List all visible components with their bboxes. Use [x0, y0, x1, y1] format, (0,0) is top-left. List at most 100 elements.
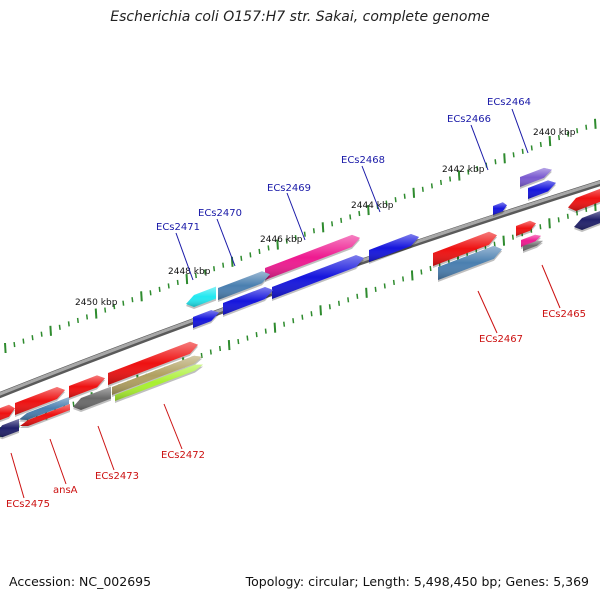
scale-tick: [31, 335, 34, 341]
scale-tick: [503, 153, 506, 164]
scale-tick: [530, 145, 533, 151]
gene-arrow: [520, 167, 552, 189]
scale-tick: [72, 401, 75, 407]
scale-tick: [539, 141, 542, 148]
leader-line: [511, 108, 529, 154]
gene-arrow: [218, 271, 270, 302]
scale-tick: [358, 210, 361, 217]
scale-label: 2448 kbp: [168, 267, 211, 277]
scale-tick: [104, 307, 107, 313]
scale-tick: [94, 308, 98, 319]
scale-tick: [567, 131, 570, 137]
scale-tick: [276, 239, 279, 250]
gene-arrow: [493, 202, 507, 217]
reverse-gene-labels: ECs2465 ECs2467 ECs2472 ECs2473 ansA ECs…: [6, 309, 586, 510]
scale-tick: [392, 279, 395, 286]
gene-arrow: [568, 188, 600, 213]
scale-tick: [347, 297, 350, 303]
leader-line: [175, 232, 194, 281]
gene-label: ECs2468: [341, 155, 385, 166]
scale-tick: [140, 291, 143, 302]
gene-arrow: [369, 234, 419, 264]
scale-tick: [576, 128, 579, 134]
scale-tick: [548, 218, 551, 229]
scale-tick: [227, 339, 231, 351]
scale-tick: [566, 213, 569, 219]
scale-tick: [585, 124, 588, 130]
leader-line: [286, 192, 306, 241]
scale-tick: [467, 169, 470, 175]
scale-tick: [267, 245, 270, 251]
scale-tick: [222, 262, 225, 268]
scale-tick: [575, 210, 579, 216]
scale-tick: [203, 269, 207, 275]
gene-label: ECs2466: [447, 114, 491, 125]
scale-tick: [420, 269, 423, 275]
gene-arrow: [0, 404, 15, 423]
map-title: Escherichia coli O157:H7 str. Sakai, com…: [110, 9, 490, 25]
leader-line: [361, 165, 381, 213]
gene-arrow: [20, 404, 70, 428]
gene-label: ECs2470: [198, 208, 242, 219]
gene-arrow: [73, 386, 111, 412]
scale-tick: [213, 266, 216, 272]
scale-tick: [402, 276, 405, 282]
scale-tick: [264, 328, 267, 334]
scale-tick: [76, 317, 79, 323]
scale-tick: [493, 241, 496, 247]
gene-arrow: [272, 255, 364, 301]
scale-tick: [383, 283, 386, 289]
gene-label: ECs2472: [161, 450, 205, 461]
gene-label: ECs2464: [487, 97, 531, 108]
scale-tick: [512, 152, 515, 158]
scale-tick: [58, 324, 61, 330]
accession-text: Accession: NC_002695: [9, 574, 152, 589]
scale-tick: [394, 197, 397, 203]
gene-label: ECs2465: [542, 309, 586, 320]
scale-tick: [494, 159, 497, 165]
gene-arrow: [186, 286, 216, 309]
forward-gene-labels: ECs2464 ECs2466 ECs2468 ECs2469 ECs2470 …: [156, 97, 531, 233]
scale-tick: [430, 183, 433, 189]
scale-tick: [585, 206, 588, 212]
scale-tick: [40, 331, 43, 337]
scale-tick: [385, 200, 388, 206]
gene-arrow: [516, 220, 536, 238]
scale-tick: [328, 304, 331, 310]
leader-line: [216, 218, 236, 267]
gene-features: [0, 167, 600, 440]
scale-tick: [502, 235, 506, 246]
scale-tick: [149, 290, 152, 296]
gene-label: ECs2473: [95, 471, 139, 482]
scale-tick: [85, 314, 89, 320]
scale-tick: [255, 332, 258, 338]
scale-tick: [429, 265, 432, 272]
gene-arrow: [115, 364, 203, 403]
scale-tick: [331, 221, 334, 227]
scale-label: 2446 kbp: [260, 235, 303, 245]
scale-tick: [349, 214, 352, 220]
scale-tick: [194, 272, 197, 279]
scale-tick: [421, 186, 424, 192]
scale-tick: [209, 349, 212, 355]
scale-tick: [303, 231, 306, 237]
scale-tick: [131, 297, 134, 303]
scale-tick: [301, 314, 304, 320]
scale-tick: [511, 234, 514, 240]
scale-tick: [548, 135, 552, 147]
scale-tick: [294, 235, 297, 241]
scale-tick: [4, 342, 7, 354]
scale-tick: [356, 293, 359, 299]
scale-tick: [258, 248, 261, 255]
gene-arrow: [438, 245, 502, 282]
scale-tick: [457, 170, 461, 181]
scale-tick: [67, 321, 70, 327]
gene-label: ECs2471: [156, 222, 200, 233]
scale-tick: [310, 311, 313, 317]
scale-tick: [240, 255, 243, 261]
scale-tick: [185, 273, 189, 285]
scale-tick: [292, 318, 295, 324]
scale-tick: [246, 335, 249, 341]
